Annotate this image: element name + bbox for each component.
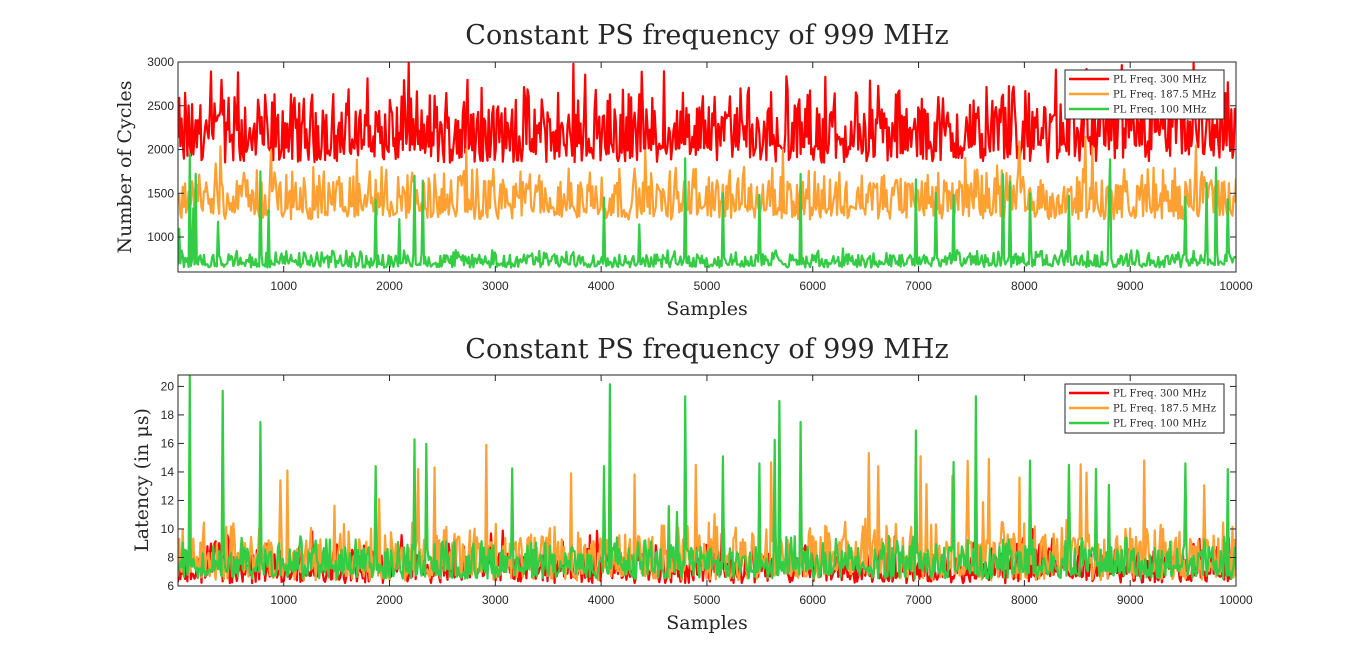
x-tick-label: 2000 [376, 279, 403, 293]
chart-title: Constant PS frequency of 999 MHz [465, 20, 948, 51]
x-tick-label: 7000 [905, 593, 932, 607]
x-tick-label: 5000 [694, 593, 721, 607]
bottom-chart: Constant PS frequency of 999 MHz 1000 200… [131, 334, 1253, 634]
chart-title: Constant PS frequency of 999 MHz [465, 334, 948, 365]
x-tick-label: 3000 [482, 593, 509, 607]
legend-entry: PL Freq. 187.5 MHz [1113, 90, 1216, 101]
y-tick-label: 14 [161, 465, 175, 479]
x-tick-label: 4000 [588, 279, 615, 293]
y-tick-label: 8 [167, 550, 174, 564]
x-tick-label: 9000 [1117, 593, 1144, 607]
legend: PL Freq. 300 MHz PL Freq. 187.5 MHz PL Fre… [1064, 69, 1225, 120]
y-tick-label: 20 [161, 379, 175, 393]
legend-entry: PL Freq. 187.5 MHz [1113, 404, 1216, 415]
x-tick-label: 5000 [694, 279, 721, 293]
x-tick-label: 10000 [1219, 593, 1253, 607]
series-line [178, 375, 1236, 580]
legend: PL Freq. 300 MHz PL Freq. 187.5 MHz PL Fre… [1064, 383, 1225, 434]
axis-ticks: 1000 2000 3000 4000 5000 6000 7000 8000 9000 1000… [147, 55, 1253, 293]
y-tick-label: 2000 [147, 143, 174, 157]
x-axis-label: Samples [666, 298, 748, 320]
y-tick-label: 2500 [147, 99, 174, 113]
x-axis-label: Samples [666, 612, 748, 634]
x-tick-label: 10000 [1219, 279, 1253, 293]
y-tick-label: 10 [161, 522, 175, 536]
y-tick-label: 6 [167, 579, 174, 593]
y-tick-label: 1000 [147, 230, 174, 244]
series-line [178, 152, 1236, 269]
y-tick-label: 12 [161, 493, 175, 507]
y-axis-label: Latency (in μs) [131, 408, 153, 552]
x-tick-label: 3000 [482, 279, 509, 293]
y-tick-label: 18 [161, 408, 175, 422]
x-tick-label: 6000 [799, 593, 826, 607]
y-tick-label: 1500 [147, 186, 174, 200]
series-line [178, 62, 1236, 164]
x-tick-label: 1000 [270, 593, 297, 607]
legend-entry: PL Freq. 300 MHz [1113, 389, 1206, 400]
x-tick-label: 9000 [1117, 279, 1144, 293]
axis-ticks: 1000 2000 3000 4000 5000 6000 7000 8000 9000 1000… [161, 375, 1253, 607]
x-tick-label: 8000 [1011, 593, 1038, 607]
legend-entry: PL Freq. 100 MHz [1113, 105, 1206, 116]
y-tick-label: 16 [161, 436, 175, 450]
x-tick-label: 1000 [270, 279, 297, 293]
series-lines [178, 375, 1236, 585]
series-lines [178, 62, 1236, 269]
x-tick-label: 8000 [1011, 279, 1038, 293]
x-tick-label: 4000 [588, 593, 615, 607]
series-line [178, 135, 1236, 221]
top-chart: Constant PS frequency of 999 MHz 1000 200… [114, 20, 1253, 320]
x-tick-label: 2000 [376, 593, 403, 607]
legend-entry: PL Freq. 300 MHz [1113, 75, 1206, 86]
x-tick-label: 6000 [799, 279, 826, 293]
y-axis-label: Number of Cycles [114, 81, 136, 254]
x-tick-label: 7000 [905, 279, 932, 293]
y-tick-label: 3000 [147, 55, 174, 69]
legend-entry: PL Freq. 100 MHz [1113, 419, 1206, 430]
